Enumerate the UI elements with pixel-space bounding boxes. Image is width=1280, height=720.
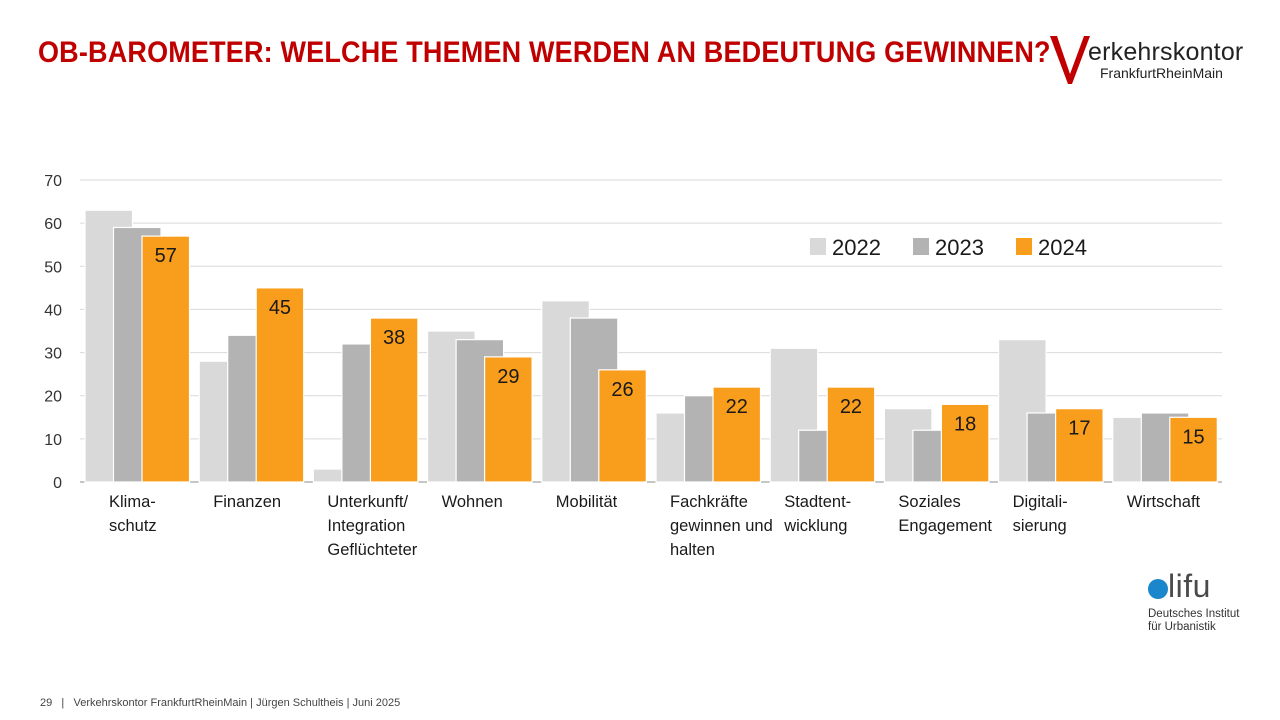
bar-2024: [1054, 408, 1104, 483]
category-label-line: Geflüchteter: [327, 541, 417, 559]
category-label: Finanzen: [213, 493, 281, 511]
category-label: Wohnen: [442, 493, 503, 511]
category-label-line: Engagement: [898, 517, 992, 535]
footer-separator: |: [55, 697, 71, 709]
legend-swatch-2023: [913, 238, 929, 255]
legend-swatch-2022: [810, 238, 826, 255]
bar-2024: [826, 386, 876, 483]
legend-swatch-2024: [1016, 238, 1032, 255]
category-label-line: halten: [670, 541, 715, 559]
footer: 29 | Verkehrskontor FrankfurtRheinMain |…: [40, 697, 400, 709]
bar-2024: [255, 287, 305, 483]
category-label-line: Fachkräfte: [670, 493, 748, 511]
category-label-line: sierung: [1013, 517, 1067, 535]
category-label-line: Unterkunft/: [327, 493, 408, 511]
category-label: Soziales Engagement: [898, 493, 992, 535]
category-label: Unterkunft/Integration Geflüchteter: [327, 493, 417, 559]
data-label: 15: [1182, 426, 1204, 448]
bar-2024: [141, 235, 191, 483]
y-tick-label: 40: [44, 302, 62, 319]
difu-subtitle: Deutsches Institut für Urbanistik: [1148, 608, 1239, 634]
logo-wordmark: erkehrskontor: [1088, 38, 1244, 66]
data-label: 26: [611, 379, 633, 401]
data-label: 22: [840, 396, 862, 418]
bar-2024: [940, 403, 990, 483]
category-label-line: Mobilität: [556, 493, 618, 511]
y-tick-label: 10: [44, 432, 62, 449]
category-label: Mobilität: [556, 493, 618, 511]
category-label-line: Digitali-: [1013, 493, 1068, 511]
data-label: 17: [1068, 418, 1090, 440]
category-label-line: Integration: [327, 517, 405, 535]
y-tick-label: 0: [53, 475, 62, 492]
category-label-line: Stadtent-: [784, 493, 851, 511]
category-label-line: Wohnen: [442, 493, 503, 511]
y-tick-label: 60: [44, 216, 62, 233]
data-label: 22: [726, 396, 748, 418]
category-label-line: gewinnen und: [670, 517, 773, 535]
category-label-line: Wirtschaft: [1127, 493, 1201, 511]
verkehrskontor-logo: erkehrskontor FrankfurtRheinMain: [1048, 32, 1248, 88]
y-tick-label: 20: [44, 389, 62, 406]
difu-logo: lifu Deutsches Institut für Urbanistik: [1146, 568, 1266, 638]
bar-2024: [369, 317, 419, 483]
difu-subtitle-line1: Deutsches Institut: [1148, 608, 1240, 620]
y-tick-label: 30: [44, 346, 62, 363]
footer-text: Verkehrskontor FrankfurtRheinMain | Jürg…: [73, 697, 401, 709]
data-label: 29: [497, 366, 519, 388]
data-label: 57: [155, 245, 177, 267]
data-label: 18: [954, 413, 976, 435]
category-label: Stadtent-wicklung: [783, 493, 851, 535]
bar-chart: 0 10 20 30 40 50 60 70 57 Klima-schutz 45 Finanzen 3…: [44, 173, 1222, 559]
category-label: Fachkräfte gewinnen und halten: [670, 493, 773, 559]
category-label-line: Finanzen: [213, 493, 281, 511]
legend-label: 2024: [1038, 235, 1087, 260]
bar-2024: [484, 356, 533, 483]
logo-subtitle: FrankfurtRheinMain: [1100, 65, 1223, 81]
category-label-line: wicklung: [783, 517, 847, 535]
y-tick-label: 50: [44, 259, 62, 276]
difu-wordmark: lifu: [1168, 568, 1211, 604]
category-label: Digitali-sierung: [1013, 493, 1068, 535]
data-label: 38: [383, 327, 405, 349]
legend-label: 2022: [832, 235, 881, 260]
legend-label: 2023: [935, 235, 984, 260]
v-logo-icon: [1050, 36, 1090, 84]
category-label: Wirtschaft: [1127, 493, 1201, 511]
bar-2024: [712, 386, 762, 483]
category-label: Klima-schutz: [109, 493, 157, 535]
bar-2024: [1169, 416, 1218, 483]
slide-title: OB-BAROMETER: WELCHE THEMEN WERDEN AN BE…: [38, 36, 1051, 69]
difu-dot-icon: [1148, 579, 1168, 599]
data-label: 45: [269, 297, 291, 319]
category-label-line: Klima-: [109, 493, 156, 511]
category-label-line: Soziales: [898, 493, 960, 511]
page-number: 29: [40, 697, 53, 709]
y-tick-label: 70: [44, 173, 62, 190]
category-label-line: schutz: [109, 517, 157, 535]
difu-subtitle-line2: für Urbanistik: [1148, 621, 1216, 633]
bar-2024: [598, 369, 647, 483]
